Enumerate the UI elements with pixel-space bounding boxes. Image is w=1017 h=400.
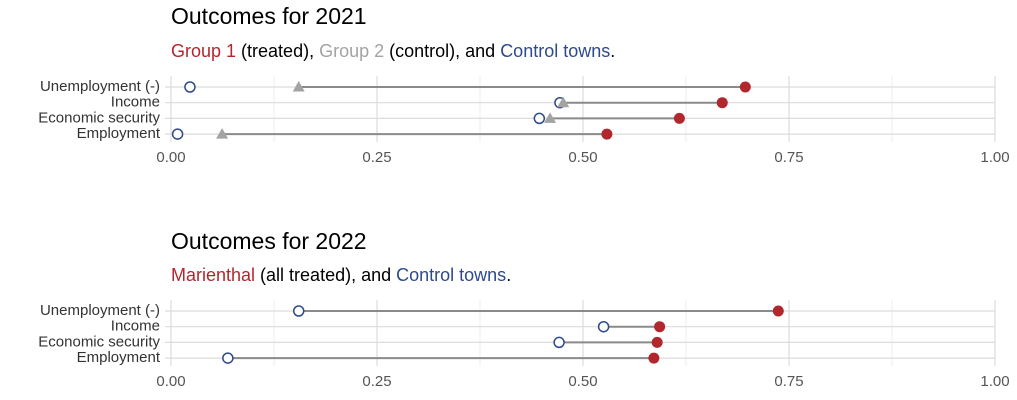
point (739, 81, 751, 93)
point (601, 128, 613, 140)
point (772, 305, 784, 317)
subtitle-text: (all treated), and (255, 265, 396, 285)
x-tick-label: 0.00 (156, 373, 185, 390)
subtitle-series: Group 1 (171, 41, 236, 61)
point (292, 81, 305, 92)
subtitle-text: (control), and (384, 41, 500, 61)
point (533, 112, 546, 125)
point (651, 336, 663, 348)
subtitle-text: . (610, 41, 615, 61)
category-label: Income (111, 94, 160, 111)
subtitle-series: Marienthal (171, 265, 255, 285)
category-label: Unemployment (-) (40, 78, 160, 95)
point (716, 97, 728, 109)
subtitle-series: Control towns (500, 41, 610, 61)
subtitle-series: Control towns (396, 265, 506, 285)
category-label: Economic security (38, 109, 160, 126)
subtitle-series: Group 2 (319, 41, 384, 61)
point (557, 96, 570, 108)
subtitle: Marienthal (all treated), and Control to… (171, 265, 511, 285)
panel-title: Outcomes for 2022 (171, 228, 367, 254)
x-tick-label: 0.25 (362, 149, 391, 166)
subtitle-text: (treated), (236, 41, 319, 61)
point (654, 321, 666, 333)
point (597, 320, 610, 333)
category-label: Economic security (38, 333, 160, 350)
point (544, 112, 557, 123)
point (171, 128, 184, 140)
category-label: Employment (77, 125, 161, 142)
x-tick-label: 0.75 (774, 373, 803, 390)
point (216, 128, 229, 139)
subtitle: Group 1 (treated), Group 2 (control), an… (171, 41, 615, 61)
x-tick-label: 0.25 (362, 373, 391, 390)
point (184, 81, 196, 93)
x-tick-label: 1.00 (980, 149, 1009, 166)
point (292, 305, 305, 317)
point (648, 352, 660, 364)
category-label: Unemployment (-) (40, 302, 160, 319)
point (222, 352, 234, 364)
panel-title: Outcomes for 2021 (171, 3, 367, 29)
category-label: Income (111, 318, 160, 335)
point (673, 112, 685, 124)
x-tick-label: 0.00 (156, 149, 185, 166)
x-tick-label: 0.50 (568, 149, 597, 166)
point (553, 336, 565, 349)
category-label: Employment (77, 349, 161, 366)
x-tick-label: 1.00 (980, 373, 1009, 390)
x-tick-label: 0.75 (774, 149, 803, 166)
x-tick-label: 0.50 (568, 373, 597, 390)
subtitle-text: . (506, 265, 511, 285)
